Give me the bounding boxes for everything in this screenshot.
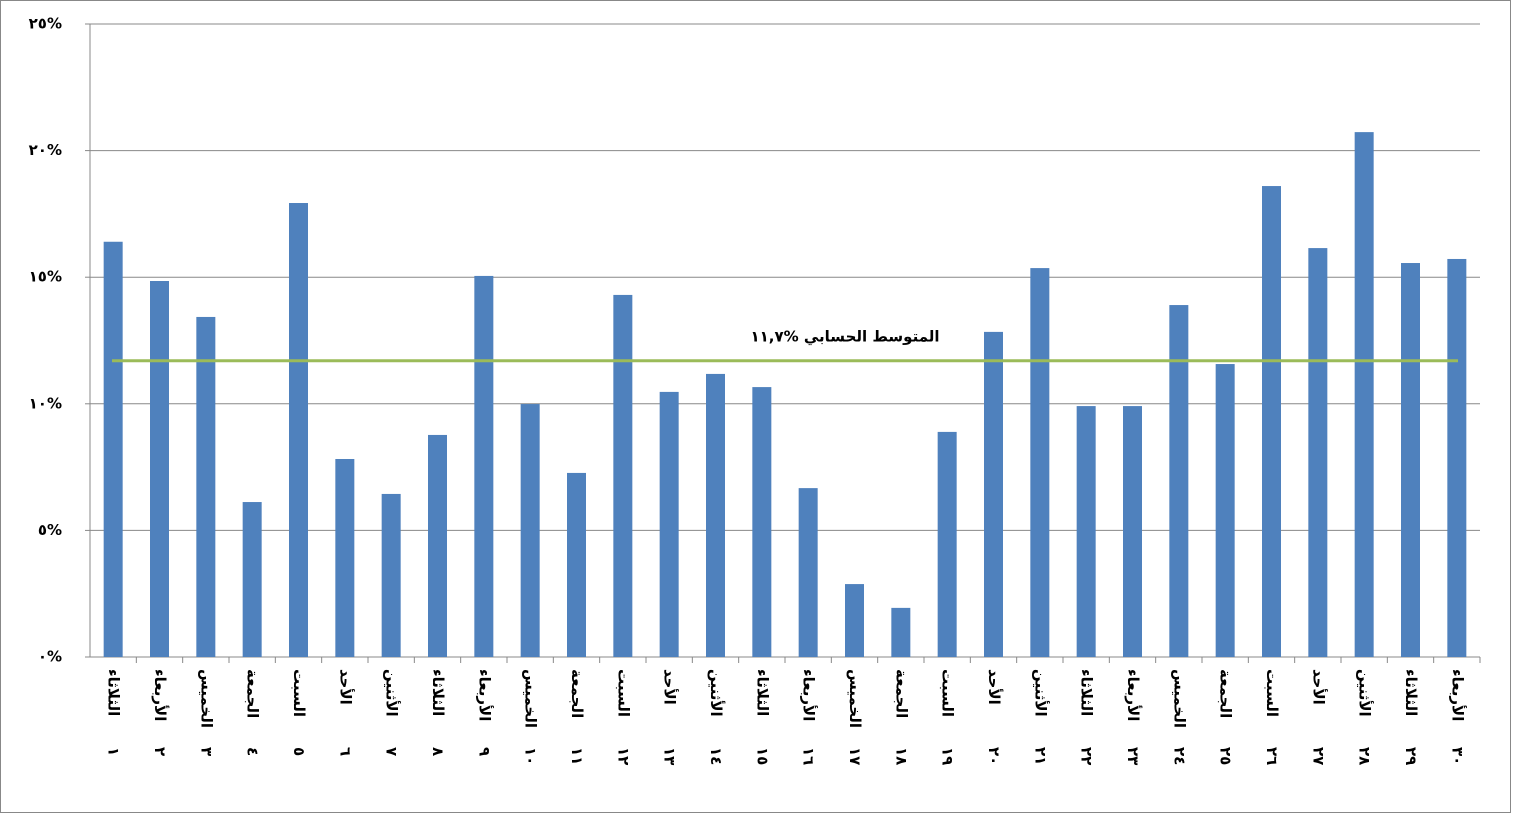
x-tick-label: السبت: [290, 669, 308, 717]
day-label: ١٧: [846, 747, 864, 765]
day-label: ٥: [290, 747, 308, 756]
day-label: ٢: [151, 747, 169, 756]
bar: [1447, 258, 1467, 657]
bar: [1308, 248, 1328, 657]
x-tick-label: السبت: [939, 669, 957, 717]
x-tick-label: الجمعة: [244, 669, 262, 718]
day-label: ٢٢: [1078, 747, 1096, 765]
y-tick-label: ١٠%: [29, 394, 62, 412]
x-tick-label: الخميس: [1170, 669, 1188, 728]
day-label: ١٨: [892, 747, 910, 765]
bar: [103, 241, 123, 657]
x-tick-label: الأثنين: [1031, 669, 1049, 717]
x-tick-label: السبت: [614, 669, 632, 717]
bar: [289, 203, 308, 658]
bar: [706, 373, 725, 657]
bar: [1030, 268, 1050, 657]
bar: [845, 584, 864, 657]
bar: [937, 431, 957, 657]
x-tick-label: الثلاثاء: [1402, 669, 1420, 716]
day-label: ٤: [244, 747, 262, 756]
day-label: ٢٦: [1263, 747, 1281, 765]
bar: [1076, 406, 1096, 657]
x-tick-label: الأثنين: [383, 669, 401, 717]
day-label: ٣٠: [1448, 747, 1466, 765]
y-tick-label: ١٥%: [29, 268, 62, 286]
x-tick-label: الأحد: [336, 669, 354, 705]
x-tick-label: الجمعة: [892, 669, 910, 718]
bar: [613, 294, 633, 657]
y-tick-label: ٢٥%: [29, 15, 62, 33]
bar: [891, 607, 911, 657]
bar: [1123, 406, 1142, 657]
x-tick-label: الأحد: [661, 669, 679, 705]
x-tick-label: الخميس: [197, 669, 215, 728]
bar: [798, 488, 818, 657]
x-tick-label: السبت: [1263, 669, 1281, 717]
bar: [659, 391, 679, 657]
x-tick-label: الثلاثاء: [753, 669, 771, 716]
bar: [381, 493, 401, 657]
day-label: ٢٧: [1309, 747, 1327, 765]
bar: [196, 316, 216, 657]
x-tick-label: الثلاثاء: [1078, 669, 1096, 716]
y-tick-label: ٥%: [38, 521, 62, 539]
day-label: ٨: [429, 747, 447, 756]
bar: [1169, 305, 1189, 657]
day-label: ٢٠: [985, 747, 1003, 765]
bar: [984, 331, 1003, 657]
bar: [150, 280, 169, 657]
day-label: ٢٣: [1124, 747, 1142, 765]
day-label: ٩: [475, 747, 493, 756]
y-tick-label: ٠%: [38, 648, 62, 666]
day-label: ٣: [197, 747, 215, 756]
day-label: ١٢: [614, 747, 632, 765]
day-label: ٧: [383, 747, 401, 756]
bar: [1262, 186, 1281, 657]
x-tick-label: الجمعة: [1217, 669, 1235, 718]
bar: [1401, 263, 1420, 657]
day-label: ٢١: [1031, 747, 1049, 765]
y-tick-label: ٢٠%: [29, 141, 62, 159]
day-label: ١٩: [939, 747, 957, 765]
x-tick-label: الخميس: [846, 669, 864, 728]
bar: [520, 404, 540, 657]
x-tick-label: الأثنين: [707, 669, 725, 717]
bar: [474, 275, 494, 657]
x-tick-label: الأربعاء: [800, 669, 818, 721]
day-label: ١١: [568, 747, 586, 765]
bar: [567, 472, 586, 657]
x-tick-label: الأربعاء: [1448, 669, 1466, 721]
day-label: ١٤: [707, 747, 725, 765]
day-label: ٦: [336, 747, 354, 756]
x-tick-label: الأربعاء: [151, 669, 169, 721]
x-tick-label: الأربعاء: [1124, 669, 1142, 721]
day-label: ٢٥: [1217, 747, 1235, 765]
x-tick-label: الخميس: [522, 669, 540, 728]
x-tick-label: الجمعة: [568, 669, 586, 718]
day-label: ٢٤: [1170, 747, 1188, 765]
bar: [1354, 132, 1374, 657]
x-tick-label: الأحد: [985, 669, 1003, 705]
x-tick-label: الأحد: [1309, 669, 1327, 705]
x-tick-label: الأربعاء: [475, 669, 493, 721]
bar: [1215, 364, 1235, 657]
day-label: ١٦: [800, 747, 818, 765]
mean-label: المتوسط الحسابي %١١,٧: [750, 328, 939, 346]
bar: [752, 387, 772, 657]
day-label: ٢٨: [1356, 747, 1374, 765]
day-label: ١٣: [661, 747, 679, 765]
bar: [242, 502, 262, 657]
day-label: ١٠: [522, 747, 540, 765]
x-tick-label: الثلاثاء: [429, 669, 447, 716]
x-tick-label: الثلاثاء: [105, 669, 123, 716]
day-label: ١: [105, 747, 123, 756]
x-tick-label: الأثنين: [1356, 669, 1374, 717]
bar: [428, 434, 447, 657]
bar: [335, 458, 355, 657]
day-label: ٢٩: [1402, 747, 1420, 765]
day-label: ١٥: [753, 747, 771, 765]
